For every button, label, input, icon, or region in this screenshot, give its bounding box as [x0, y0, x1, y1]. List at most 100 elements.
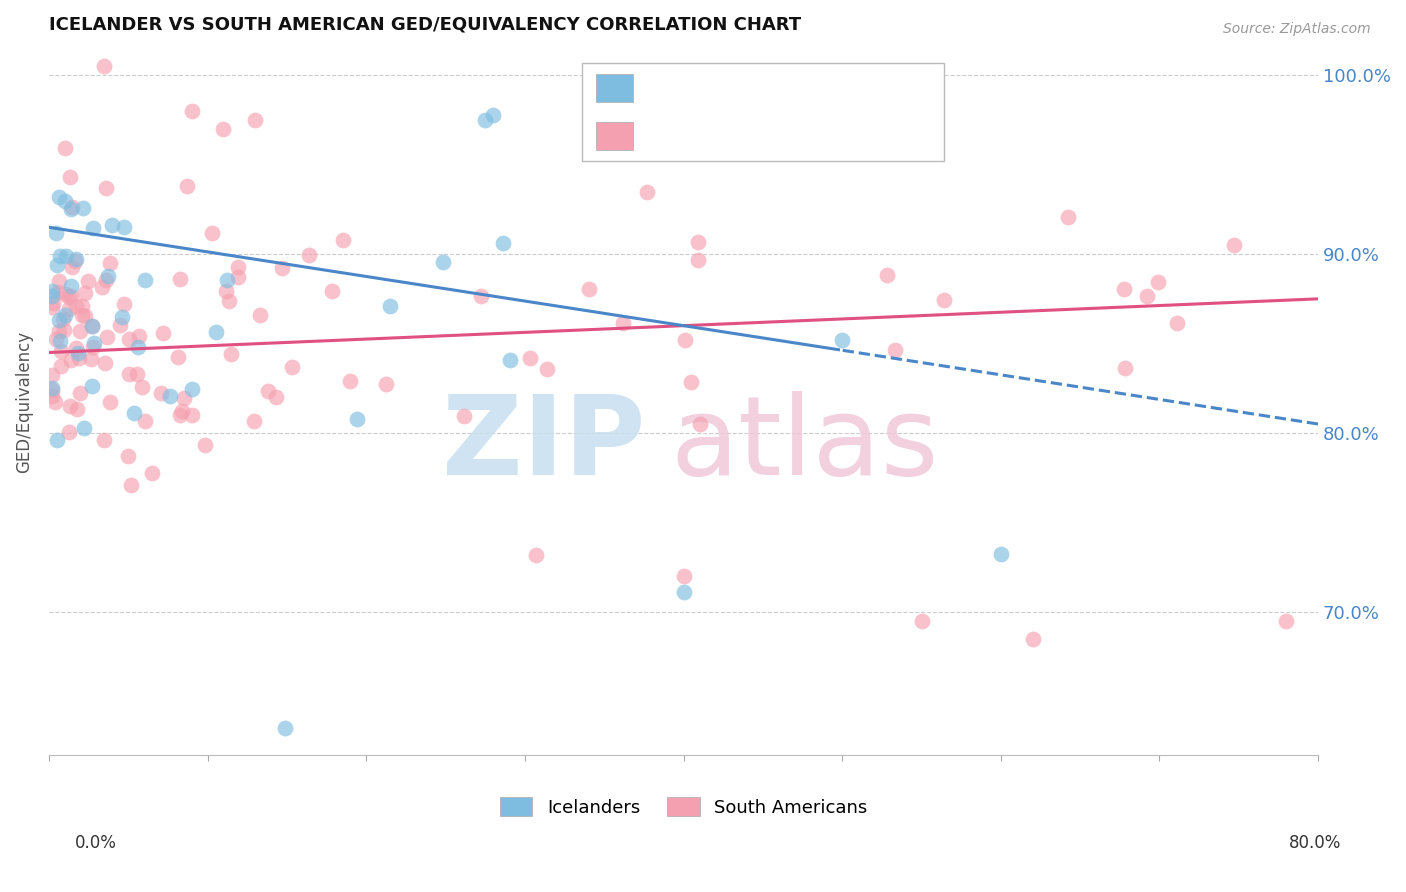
- Point: [48, 274, 70, 288]
- Point: [159, 389, 181, 403]
- Point: [1056, 210, 1078, 224]
- Point: [41, 368, 63, 383]
- Point: [932, 293, 955, 308]
- Point: [169, 272, 191, 286]
- Point: [93, 58, 115, 72]
- Point: [112, 220, 135, 235]
- Point: [536, 362, 558, 376]
- Point: [80, 352, 103, 367]
- Point: [112, 296, 135, 310]
- Point: [49, 344, 72, 359]
- Point: [53, 308, 76, 322]
- Point: [134, 273, 156, 287]
- Point: [339, 374, 361, 388]
- Point: [686, 253, 709, 268]
- Point: [58, 425, 80, 439]
- Point: [910, 614, 932, 628]
- Text: 0.0%: 0.0%: [75, 834, 117, 852]
- Point: [100, 395, 122, 409]
- Point: [94, 180, 117, 194]
- Point: [93, 433, 115, 447]
- Point: [524, 548, 547, 562]
- Point: [257, 384, 280, 398]
- Point: [215, 273, 238, 287]
- Point: [98, 256, 121, 270]
- Point: [66, 346, 89, 360]
- Point: [58, 301, 80, 316]
- Point: [470, 289, 492, 303]
- Point: [80, 319, 103, 334]
- Point: [91, 280, 114, 294]
- Point: [59, 352, 82, 367]
- Point: [173, 392, 195, 406]
- Point: [41, 389, 63, 403]
- Point: [226, 269, 249, 284]
- Point: [883, 343, 905, 358]
- Point: [82, 340, 104, 354]
- Point: [243, 414, 266, 428]
- Point: [94, 355, 117, 369]
- Point: [41, 383, 63, 397]
- Point: [108, 318, 131, 332]
- Point: [681, 376, 703, 390]
- Point: [111, 310, 134, 325]
- Point: [321, 285, 343, 299]
- Point: [55, 194, 77, 208]
- Point: [75, 285, 97, 300]
- Point: [53, 141, 76, 155]
- Point: [82, 379, 104, 393]
- Point: [80, 319, 103, 334]
- Point: [49, 334, 72, 348]
- Point: [66, 402, 89, 417]
- Point: [122, 406, 145, 420]
- Text: atlas: atlas: [671, 391, 939, 498]
- Legend: Icelanders, South Americans: Icelanders, South Americans: [499, 797, 868, 816]
- Point: [60, 278, 83, 293]
- Point: [1147, 275, 1170, 289]
- Point: [41, 300, 63, 314]
- Point: [76, 274, 98, 288]
- Point: [181, 408, 204, 422]
- Point: [212, 122, 235, 136]
- Point: [169, 408, 191, 422]
- Point: [73, 310, 96, 324]
- Point: [117, 449, 139, 463]
- Point: [46, 285, 69, 299]
- Point: [492, 236, 515, 251]
- Point: [578, 282, 600, 296]
- Point: [45, 332, 67, 346]
- Point: [876, 268, 898, 282]
- Point: [67, 351, 90, 366]
- Point: [72, 201, 94, 215]
- Point: [70, 308, 93, 322]
- Point: [298, 248, 321, 262]
- Point: [1021, 632, 1043, 646]
- Point: [48, 312, 70, 326]
- Point: [46, 259, 69, 273]
- Point: [167, 350, 190, 364]
- Point: [127, 340, 149, 354]
- Point: [170, 404, 193, 418]
- Point: [53, 287, 76, 301]
- Text: Source: ZipAtlas.com: Source: ZipAtlas.com: [1223, 22, 1371, 37]
- Point: [134, 414, 156, 428]
- Point: [673, 333, 696, 347]
- Point: [53, 322, 76, 336]
- Point: [346, 411, 368, 425]
- Point: [218, 294, 240, 309]
- Point: [70, 299, 93, 313]
- Point: [65, 252, 87, 266]
- Point: [194, 438, 217, 452]
- Point: [120, 478, 142, 492]
- Point: [378, 299, 401, 313]
- Point: [672, 585, 695, 599]
- Point: [100, 218, 122, 232]
- Point: [42, 295, 65, 310]
- Point: [249, 308, 271, 322]
- Point: [94, 273, 117, 287]
- Point: [69, 324, 91, 338]
- Point: [274, 721, 297, 735]
- Point: [60, 260, 83, 275]
- Point: [374, 377, 396, 392]
- Point: [1136, 289, 1159, 303]
